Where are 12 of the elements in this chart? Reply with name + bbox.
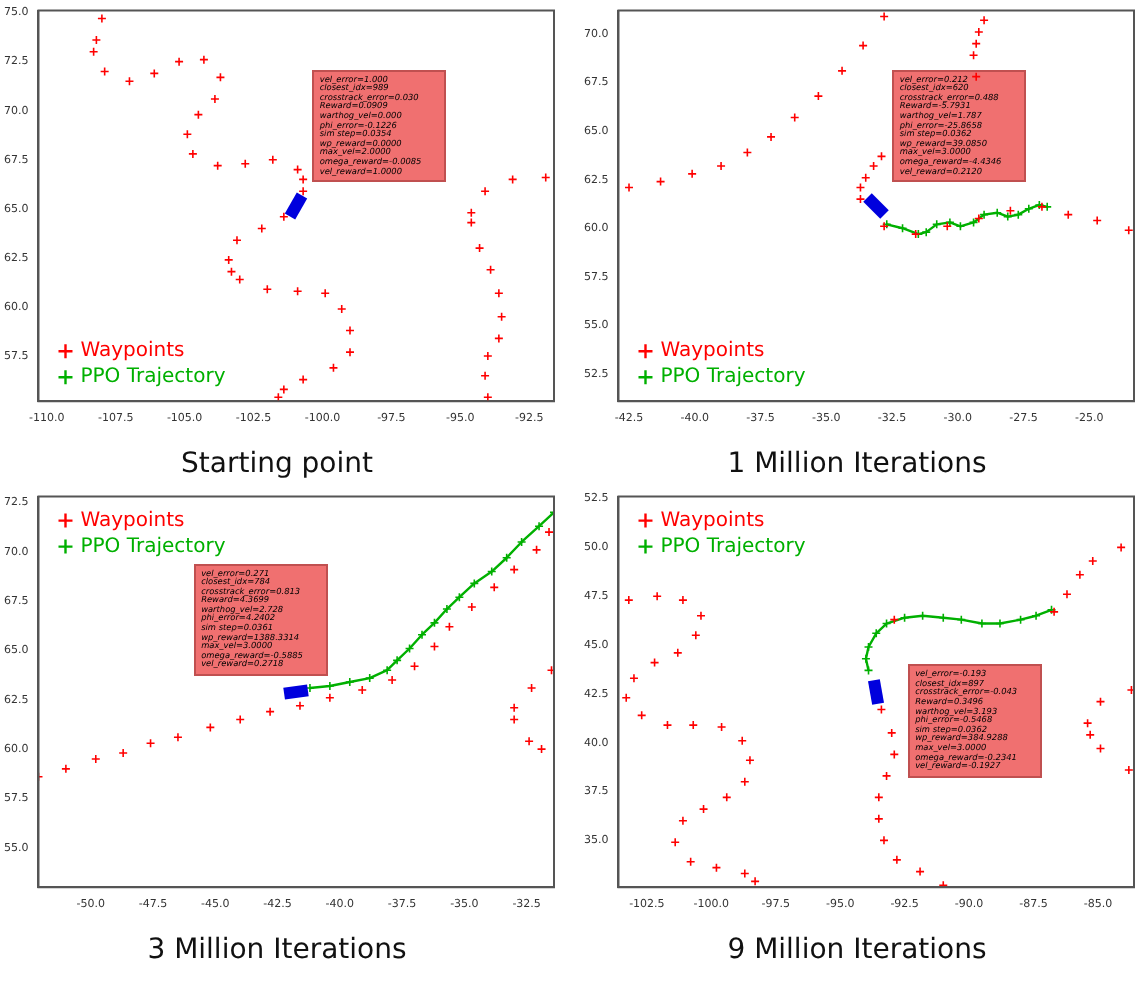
legend-label: PPO Trajectory — [80, 535, 226, 558]
legend-label: Waypoints — [80, 509, 185, 532]
legend-label: Waypoints — [660, 509, 765, 532]
legend-label: PPO Trajectory — [660, 366, 806, 389]
text: 1 Million Iterations — [727, 448, 987, 481]
text: Starting point — [180, 448, 375, 481]
text: 9 Million Iterations — [727, 934, 987, 967]
legend-label: Waypoints — [80, 340, 185, 363]
legend-label: PPO Trajectory — [660, 535, 806, 558]
legend-label: PPO Trajectory — [80, 366, 226, 389]
text: 3 Million Iterations — [147, 934, 407, 967]
legend-label: Waypoints — [660, 340, 765, 363]
